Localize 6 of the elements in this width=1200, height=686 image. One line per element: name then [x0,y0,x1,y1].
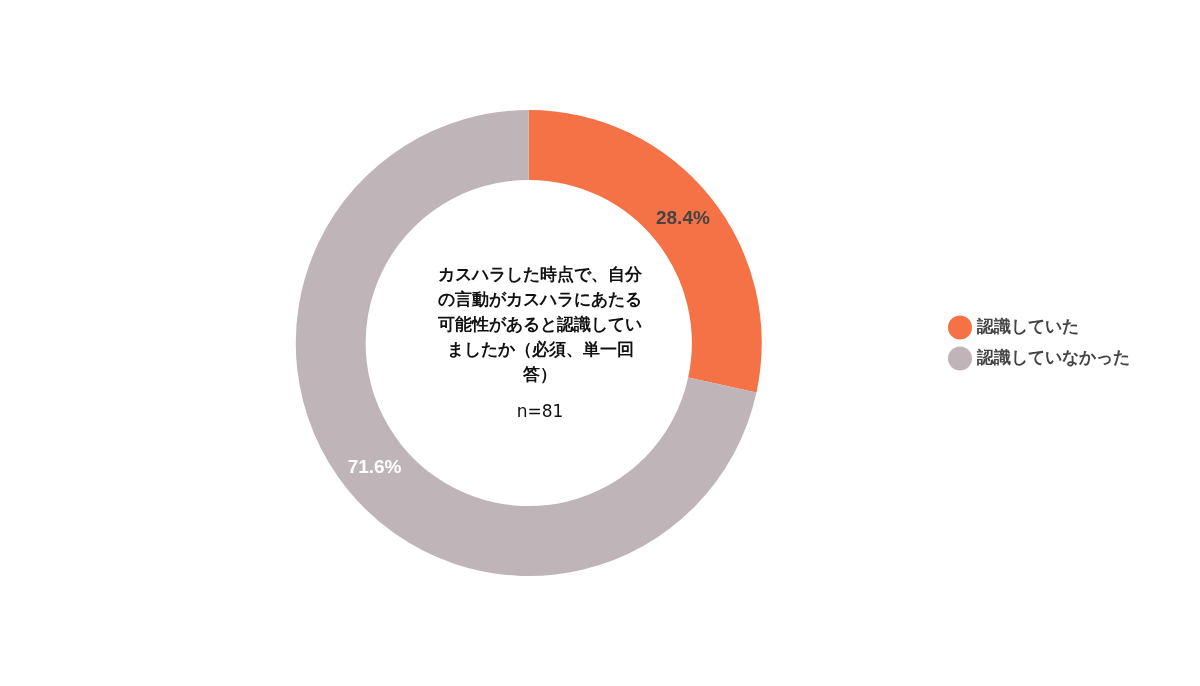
data-label: 71.6% [347,455,402,477]
text: n=81 [515,401,565,421]
text: カスハラした時点で、自分の言動がカスハラにあたる可能性があると認識していましたか（必須、単一回答） [437,263,643,386]
legend-label: 認識していなかった [976,346,1130,367]
legend-label: 認識していた [976,315,1079,336]
data-label: 28.4% [655,206,710,228]
